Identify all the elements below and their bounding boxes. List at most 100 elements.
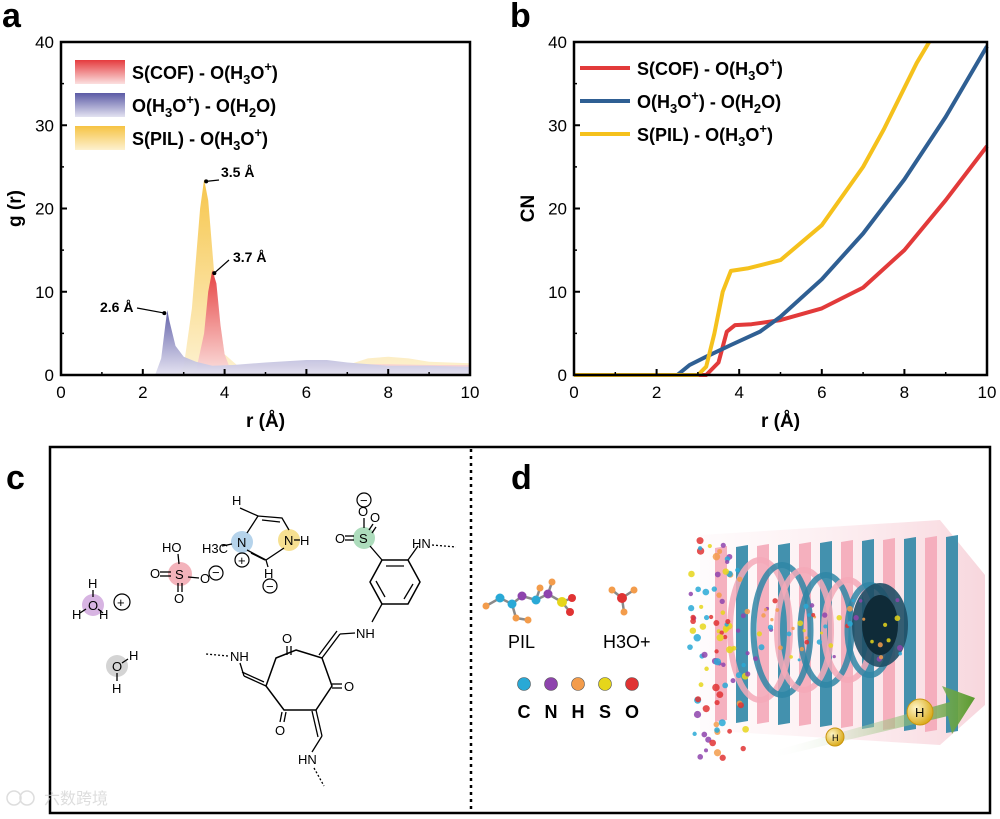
pil-atom-dot — [823, 624, 828, 629]
legend-label: S(PIL) - O(H3O+) — [637, 121, 773, 149]
pil-atom-dot — [832, 654, 836, 659]
y-tick-label: 30 — [548, 116, 567, 135]
y-tick-label: 40 — [35, 33, 54, 52]
atom-o: O — [282, 631, 292, 646]
atom-label: N — [545, 702, 558, 722]
pil-atom-dot — [701, 731, 708, 738]
pil-atom-dot — [725, 618, 731, 625]
atom-color-swatch — [544, 677, 558, 691]
atom-h: H — [88, 576, 97, 591]
atom-h: H — [264, 566, 273, 581]
charge-plus: + — [238, 553, 246, 568]
pil-atom-dot — [702, 705, 710, 713]
atom-ho: HO — [162, 540, 182, 555]
y-tick-label: 10 — [548, 283, 567, 302]
series-area-rdf_blue — [61, 310, 470, 375]
series-line-red — [574, 144, 989, 377]
charge-minus: − — [212, 565, 220, 580]
x-tick-label: 2 — [138, 383, 147, 402]
pil-atom-dot — [727, 728, 733, 734]
pil-atom-dot — [720, 542, 726, 548]
pil-atom-dot — [688, 570, 695, 578]
series-line-yellow — [574, 40, 931, 377]
atom-color-swatch — [571, 677, 585, 691]
legend-label: S(COF) - O(H3O+) — [637, 55, 783, 83]
pil-atom-dot — [894, 615, 901, 622]
atom-h: H — [232, 493, 241, 508]
pil-atom-dot — [687, 644, 693, 651]
pil-atom-dot — [713, 658, 721, 666]
pil-atom-dot — [718, 719, 726, 727]
pil-atom-dot — [713, 620, 720, 626]
pil-atom-dot — [695, 586, 701, 593]
panel-cd-frame — [48, 445, 992, 815]
x-tick-label: 10 — [978, 383, 997, 402]
pil-atom-dot — [692, 731, 697, 736]
annotation-arrow — [213, 259, 230, 274]
pil-atom-dot — [805, 636, 809, 640]
series-line-blue — [574, 45, 989, 377]
pil-atom-dot — [708, 614, 714, 620]
pil-atom-dot — [807, 613, 811, 617]
proton-label: H — [832, 733, 839, 743]
pil-atom-dot — [697, 546, 703, 551]
charge-minus: − — [266, 579, 274, 594]
atom-color-swatch — [517, 677, 531, 691]
pil-molecule-model — [482, 578, 576, 624]
pil-atom-dot — [741, 662, 746, 668]
atom-label: S — [599, 702, 611, 722]
pil-atom-dot — [786, 631, 792, 637]
pil-atom-dot — [714, 727, 720, 733]
channel-ring — [727, 557, 793, 703]
x-axis-title: r (Å) — [246, 411, 285, 432]
pil-atom-dot — [775, 608, 780, 612]
pil-atom-dot — [819, 631, 823, 635]
plot-frame — [59, 40, 472, 377]
x-tick-label: 4 — [734, 383, 743, 402]
watermark-text: 六数跨境 — [44, 789, 108, 808]
pil-atom-dot — [853, 615, 859, 621]
atom-o: O — [200, 571, 210, 586]
pil-atom-dot — [721, 662, 726, 667]
pil-atom-dot — [693, 634, 701, 642]
amine-group: HN — [298, 752, 317, 767]
pil-atom-dot — [737, 576, 743, 582]
imidazolium-cation: N N H H H H3C + − — [202, 493, 309, 594]
pil-atom-dot — [726, 646, 734, 654]
legend-label: O(H3O+) - O(H2O) — [132, 92, 276, 120]
pil-atom-dot — [803, 603, 809, 609]
x-tick-label: 6 — [302, 383, 311, 402]
pil-atom-dot — [722, 682, 729, 689]
pil-atom-dot — [744, 608, 751, 615]
pil-atom-dot — [809, 603, 815, 608]
oxygen-highlight — [82, 594, 104, 616]
pil-atom-dot — [688, 591, 694, 597]
methyl-group: H3C — [202, 541, 228, 556]
x-tick-label: 4 — [220, 383, 229, 402]
pil-atom-dot — [713, 749, 722, 757]
pil-atom-dot — [737, 702, 744, 709]
panel-a-letter: a — [2, 0, 22, 35]
pil-atom-dot — [878, 655, 884, 660]
water-molecule: O H H — [106, 648, 138, 696]
atom-label: O — [625, 702, 639, 722]
atom-h: H — [300, 533, 309, 548]
y-tick-label: 40 — [548, 33, 567, 52]
atom-o: O — [358, 504, 368, 519]
pil-atom-dot — [822, 612, 828, 618]
pil-atom-dot — [851, 598, 855, 602]
pil-atom-dot — [770, 618, 774, 622]
peak-label: 3.5 Å — [221, 164, 254, 180]
pil-label: PIL — [508, 632, 535, 652]
annotation-arrow — [136, 307, 165, 314]
annotation-arrowhead — [204, 179, 209, 184]
charge-minus: − — [360, 493, 368, 508]
pil-atom-dot — [720, 610, 726, 615]
pil-atom-dot — [716, 691, 724, 699]
atom-o: O — [150, 566, 160, 581]
series-area-rdf_yellow — [61, 179, 470, 375]
legend-swatch — [75, 126, 125, 150]
pil-atom-dot — [703, 748, 709, 753]
amine-group: HN — [412, 536, 431, 551]
